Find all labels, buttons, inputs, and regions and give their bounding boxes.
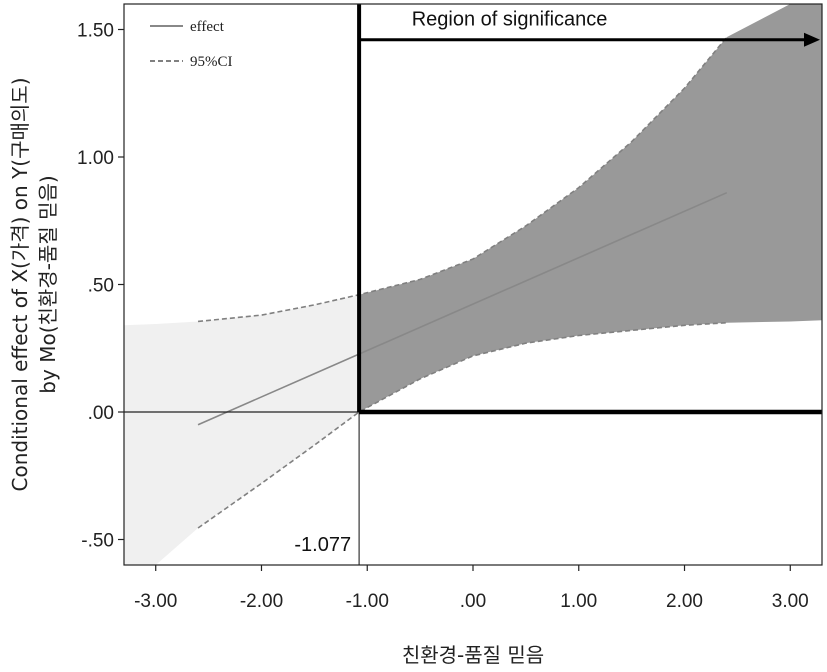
reference-lines: [124, 4, 822, 565]
y-ticks: -.50 .00 .50 1.00 1.50: [77, 21, 124, 552]
cutoff-label: -1.077: [294, 534, 351, 556]
x-tick-label: -1.00: [346, 591, 389, 612]
region-arrow-head: [804, 32, 820, 47]
series-lines: [197, 36, 728, 529]
ci-band-significant: [359, 4, 822, 412]
legend: effect 95%CI: [150, 19, 233, 70]
y-axis-title-line-2: by Mo(친환경-품질 믿음): [36, 175, 60, 393]
x-tick-label: -2.00: [240, 591, 283, 612]
x-tick-label: -3.00: [134, 591, 177, 612]
x-axis-title: 친환경-품질 믿음: [402, 643, 544, 667]
region-annotation: Region of significance: [359, 9, 820, 47]
y-tick-label: 1.50: [77, 21, 114, 42]
x-tick-label: 2.00: [666, 591, 703, 612]
y-tick-label: .00: [88, 403, 114, 424]
y-axis-title: Conditional effect of X(가격) on Y(구매의도) b…: [8, 78, 60, 492]
y-tick-label: .50: [88, 276, 114, 297]
legend-label-effect: effect: [190, 19, 225, 35]
x-tick-label: 3.00: [772, 591, 809, 612]
y-axis-title-line-1: Conditional effect of X(가격) on Y(구매의도): [8, 78, 32, 492]
effect-line: [197, 191, 728, 426]
x-tick-label: .00: [460, 591, 486, 612]
x-tick-label: 1.00: [560, 591, 597, 612]
legend-label-ci: 95%CI: [190, 54, 233, 70]
x-ticks: -3.00 -2.00 -1.00 .00 1.00 2.00 3.00: [134, 565, 809, 612]
ci-line-upper: [197, 36, 728, 323]
y-tick-label: 1.00: [77, 148, 114, 169]
region-of-significance-label: Region of significance: [412, 9, 608, 31]
ci-bands: [124, 4, 822, 565]
y-tick-label: -.50: [81, 531, 114, 552]
ci-band-nonsignificant: [124, 294, 360, 565]
ci-line-lower: [197, 321, 727, 529]
